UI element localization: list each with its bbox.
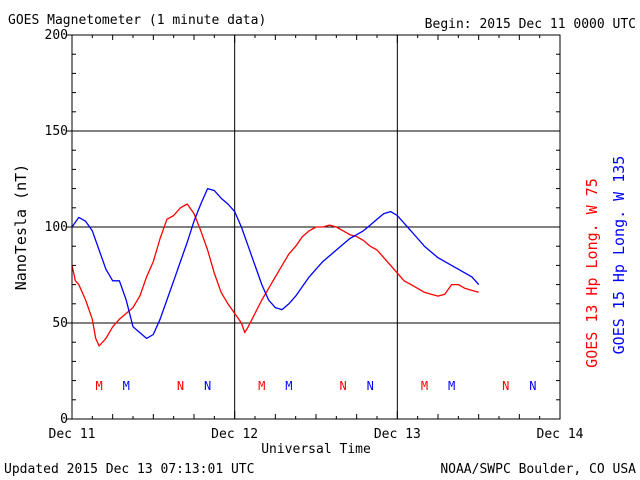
noon-marker: N — [204, 379, 211, 393]
y-tick-label: 150 — [45, 124, 68, 139]
noon-marker: N — [502, 379, 509, 393]
midnight-marker: M — [285, 379, 292, 393]
chart-title: GOES Magnetometer (1 minute data) — [8, 13, 266, 28]
y-axis-ticks: 0 50 100 150 200 — [45, 28, 560, 427]
series-lines — [71, 187, 480, 347]
noon-marker: N — [529, 379, 536, 393]
credit-label: NOAA/SWPC Boulder, CO USA — [440, 462, 636, 477]
noon-marker: N — [367, 379, 374, 393]
x-tick-label: Dec 13 — [374, 427, 421, 442]
y-tick-label: 200 — [45, 28, 68, 43]
midnight-marker: M — [123, 379, 130, 393]
x-tick-label: Dec 12 — [211, 427, 258, 442]
y-tick-label: 100 — [45, 220, 68, 235]
y-tick-label: 0 — [60, 412, 68, 427]
begin-label: Begin: 2015 Dec 11 0000 UTC — [425, 17, 636, 32]
updated-timestamp: Updated 2015 Dec 13 07:13:01 UTC — [4, 462, 254, 477]
goes13-line — [71, 203, 479, 347]
grid-lines — [72, 35, 560, 419]
midnight-marker: M — [95, 379, 102, 393]
plot-frame — [71, 34, 561, 420]
x-tick-label: Dec 11 — [49, 427, 96, 442]
midnight-marker: M — [258, 379, 265, 393]
midnight-marker: M — [421, 379, 428, 393]
midnight-marker: M — [448, 379, 455, 393]
goes15-line — [71, 187, 480, 340]
x-axis-ticks: Dec 11 Dec 12 Dec 13 Dec 14 — [49, 35, 584, 442]
legend-goes15: GOES 15 Hp Long. W 135 — [610, 156, 628, 355]
y-axis-label: NanoTesla (nT) — [12, 164, 30, 290]
noon-marker: N — [339, 379, 346, 393]
y-tick-label: 50 — [52, 316, 68, 331]
noon-marker: N — [177, 379, 184, 393]
legend-goes13: GOES 13 Hp Long. W 75 — [583, 178, 601, 368]
x-tick-label: Dec 14 — [537, 427, 584, 442]
x-axis-label: Universal Time — [261, 442, 371, 457]
